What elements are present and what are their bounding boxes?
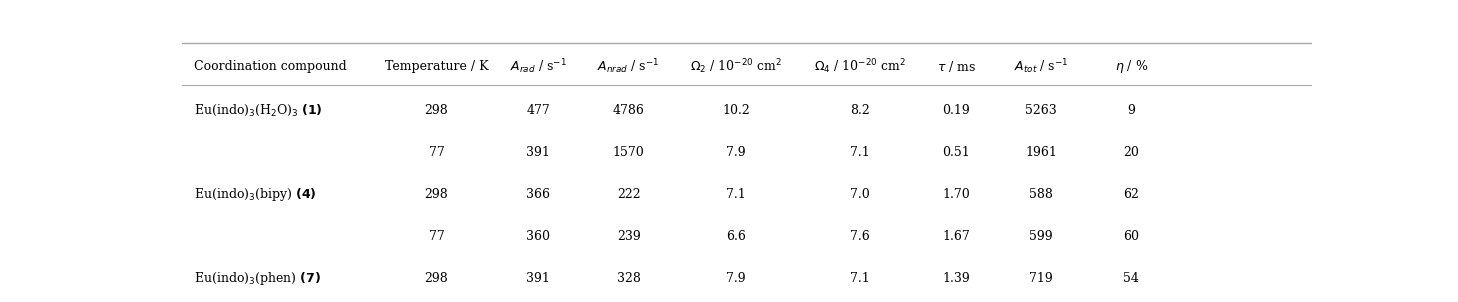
Text: 0.51: 0.51 bbox=[942, 146, 970, 159]
Text: Eu(indo)$_3$(phen) $\mathbf{(7)}$: Eu(indo)$_3$(phen) $\mathbf{(7)}$ bbox=[194, 270, 321, 287]
Text: 1961: 1961 bbox=[1025, 146, 1057, 159]
Text: 4786: 4786 bbox=[612, 104, 644, 117]
Text: $A_{rad}$ / s$^{-1}$: $A_{rad}$ / s$^{-1}$ bbox=[510, 57, 567, 76]
Text: 10.2: 10.2 bbox=[722, 104, 749, 117]
Text: 1.70: 1.70 bbox=[942, 188, 970, 201]
Text: 7.6: 7.6 bbox=[850, 230, 870, 243]
Text: 7.1: 7.1 bbox=[850, 146, 870, 159]
Text: 298: 298 bbox=[424, 104, 449, 117]
Text: 391: 391 bbox=[526, 146, 550, 159]
Text: 62: 62 bbox=[1124, 188, 1139, 201]
Text: 8.2: 8.2 bbox=[850, 104, 870, 117]
Text: 7.0: 7.0 bbox=[850, 188, 870, 201]
Text: $\Omega_4$ / 10$^{-20}$ cm$^2$: $\Omega_4$ / 10$^{-20}$ cm$^2$ bbox=[814, 57, 907, 76]
Text: 1.67: 1.67 bbox=[942, 230, 970, 243]
Text: 20: 20 bbox=[1124, 146, 1139, 159]
Text: 7.9: 7.9 bbox=[726, 271, 745, 284]
Text: 1.39: 1.39 bbox=[942, 271, 970, 284]
Text: 360: 360 bbox=[526, 230, 550, 243]
Text: 588: 588 bbox=[1029, 188, 1053, 201]
Text: 7.1: 7.1 bbox=[850, 271, 870, 284]
Text: 366: 366 bbox=[526, 188, 550, 201]
Text: 239: 239 bbox=[617, 230, 640, 243]
Text: 7.1: 7.1 bbox=[726, 188, 746, 201]
Text: Coordination compound: Coordination compound bbox=[194, 60, 347, 73]
Text: 77: 77 bbox=[429, 146, 445, 159]
Text: Eu(indo)$_3$(bipy) $\mathbf{(4)}$: Eu(indo)$_3$(bipy) $\mathbf{(4)}$ bbox=[194, 186, 316, 203]
Text: 1570: 1570 bbox=[612, 146, 644, 159]
Text: 477: 477 bbox=[526, 104, 550, 117]
Text: 719: 719 bbox=[1029, 271, 1053, 284]
Text: 54: 54 bbox=[1124, 271, 1139, 284]
Text: $A_{tot}$ / s$^{-1}$: $A_{tot}$ / s$^{-1}$ bbox=[1013, 57, 1069, 76]
Text: $\Omega_2$ / 10$^{-20}$ cm$^2$: $\Omega_2$ / 10$^{-20}$ cm$^2$ bbox=[690, 57, 781, 76]
Text: 599: 599 bbox=[1029, 230, 1053, 243]
Text: Eu(indo)$_3$(H$_2$O)$_3$ $\mathbf{(1)}$: Eu(indo)$_3$(H$_2$O)$_3$ $\mathbf{(1)}$ bbox=[194, 103, 322, 118]
Text: $\tau$ / ms: $\tau$ / ms bbox=[936, 59, 975, 74]
Text: 328: 328 bbox=[617, 271, 640, 284]
Text: 391: 391 bbox=[526, 271, 550, 284]
Text: 298: 298 bbox=[424, 188, 449, 201]
Text: 9: 9 bbox=[1127, 104, 1136, 117]
Text: 0.19: 0.19 bbox=[942, 104, 970, 117]
Text: 60: 60 bbox=[1124, 230, 1139, 243]
Text: 77: 77 bbox=[429, 230, 445, 243]
Text: 222: 222 bbox=[617, 188, 640, 201]
Text: 298: 298 bbox=[424, 271, 449, 284]
Text: 6.6: 6.6 bbox=[726, 230, 746, 243]
Text: Temperature / K: Temperature / K bbox=[385, 60, 488, 73]
Text: 5263: 5263 bbox=[1025, 104, 1057, 117]
Text: 7.9: 7.9 bbox=[726, 146, 745, 159]
Text: $A_{nrad}$ / s$^{-1}$: $A_{nrad}$ / s$^{-1}$ bbox=[598, 57, 660, 76]
Text: $\eta$ / %: $\eta$ / % bbox=[1115, 58, 1147, 75]
